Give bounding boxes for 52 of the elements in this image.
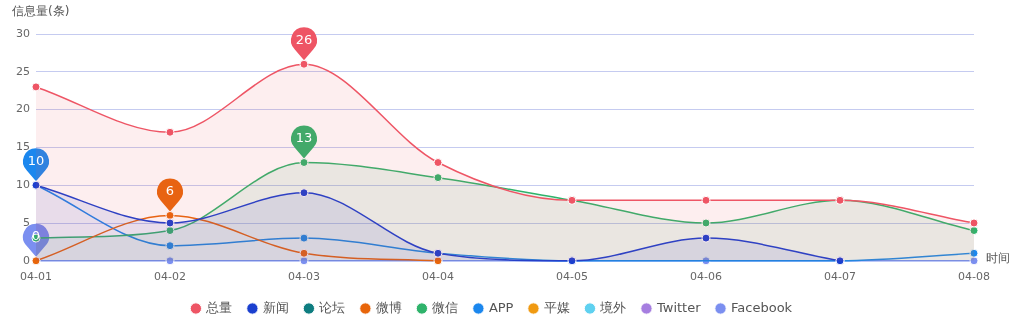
point <box>433 158 443 168</box>
point <box>165 226 175 236</box>
annotation: 6 <box>165 182 175 198</box>
x-tick-label: 04-06 <box>690 270 722 284</box>
x-tick-label: 04-05 <box>556 270 588 284</box>
y-tick-label: 15 <box>16 140 30 154</box>
y-tick-label: 25 <box>16 64 30 78</box>
point <box>299 248 309 258</box>
legend-label: Facebook <box>731 299 793 315</box>
point <box>165 241 175 251</box>
point <box>433 173 443 183</box>
point <box>701 195 711 205</box>
legend-label: 平媒 <box>543 299 570 315</box>
y-tick-label: 0 <box>23 253 30 267</box>
point <box>165 127 175 137</box>
x-tick-label: 04-04 <box>422 270 454 284</box>
legend-label: 总量 <box>205 299 233 315</box>
x-tick-label: 04-08 <box>958 270 990 284</box>
point <box>299 233 309 243</box>
point <box>969 218 979 228</box>
x-tick-label: 04-03 <box>288 270 320 284</box>
point <box>31 82 41 92</box>
point <box>299 256 309 266</box>
x-tick-label: 04-07 <box>824 270 856 284</box>
point <box>299 158 309 168</box>
y-axis-title: 信息量(条) <box>12 4 70 19</box>
x-tick-label: 04-01 <box>20 270 52 284</box>
legend-label: Twitter <box>655 299 702 315</box>
y-tick-label: 5 <box>23 215 30 229</box>
point <box>299 188 309 198</box>
point <box>299 59 309 69</box>
point <box>969 248 979 258</box>
annotation: 26 <box>295 31 313 47</box>
point <box>969 256 979 266</box>
point <box>165 218 175 228</box>
legend-label: 微信 <box>432 299 459 315</box>
point <box>165 256 175 266</box>
point <box>969 226 979 236</box>
x-axis-title: 时间 <box>986 250 1010 265</box>
y-tick-label: 10 <box>16 178 30 192</box>
legend-label: 境外 <box>599 299 627 315</box>
annotation: 13 <box>295 129 313 145</box>
point <box>701 233 711 243</box>
point <box>701 218 711 228</box>
legend-label: 微博 <box>375 299 402 315</box>
legend-label: 论坛 <box>319 299 346 315</box>
y-tick-label: 30 <box>16 26 30 40</box>
y-tick-label: 20 <box>16 102 30 116</box>
legend-label: APP <box>488 299 514 315</box>
legend-label: 新闻 <box>262 299 289 315</box>
point <box>165 210 175 220</box>
x-tick-label: 04-02 <box>154 270 186 284</box>
